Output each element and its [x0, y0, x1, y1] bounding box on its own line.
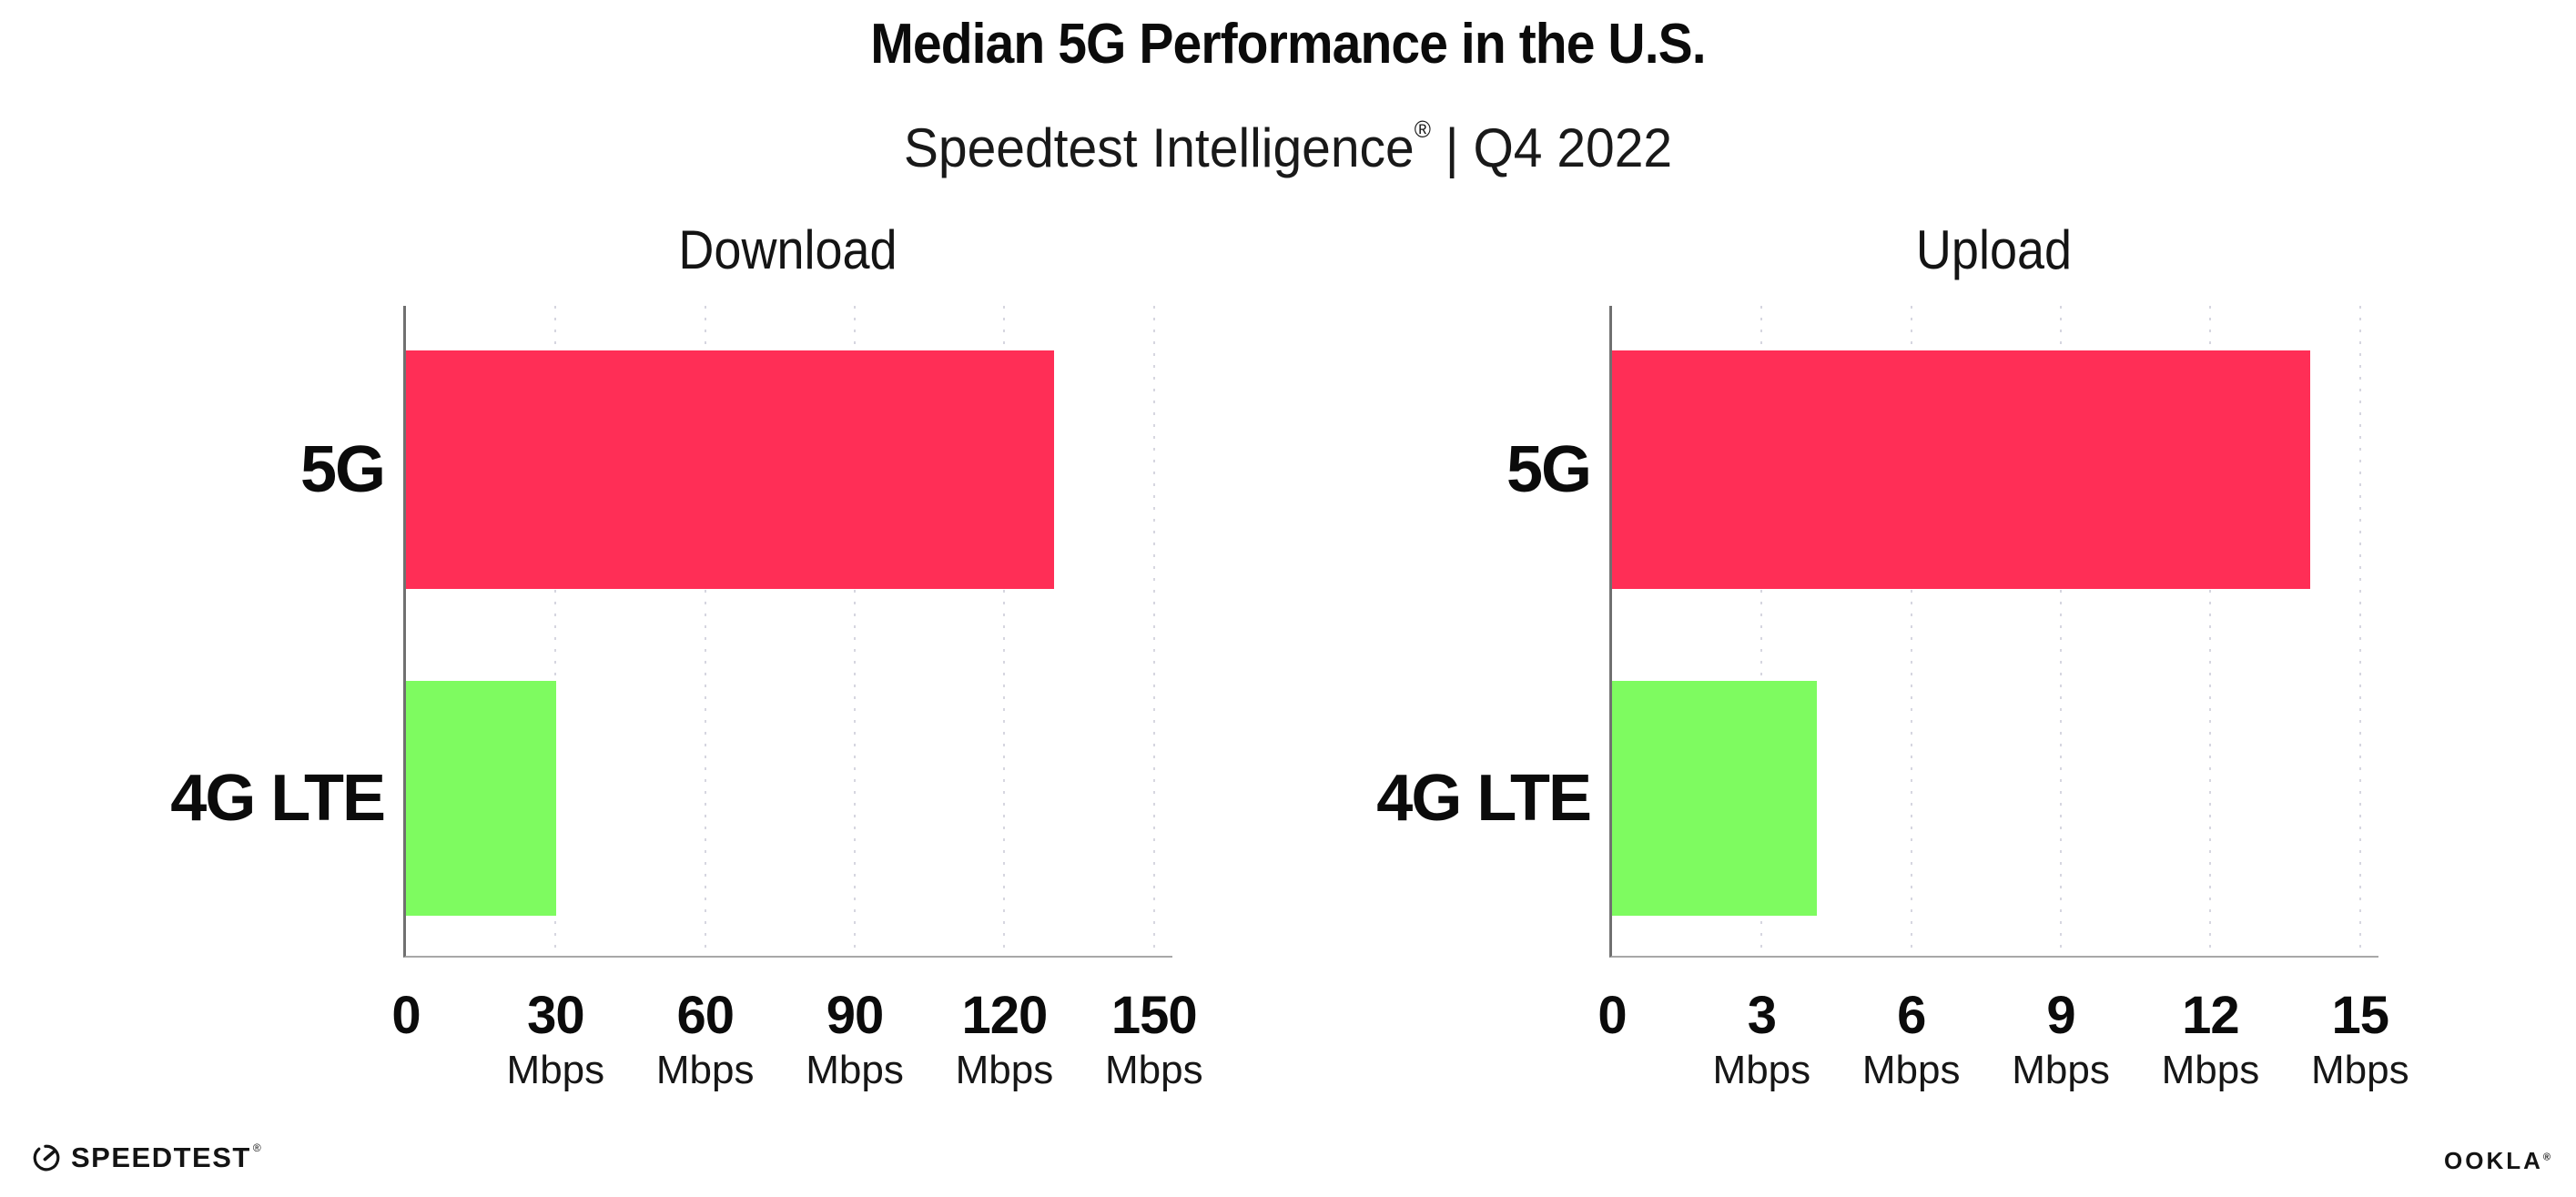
x-tick-unit: Mbps: [506, 1048, 605, 1092]
subtitle-quarter: | Q4 2022: [1430, 117, 1673, 178]
download-chart: Download 0 30 Mbps 60 Mbps 90 Mbps 120 Mbps 150 Mb…: [170, 218, 1203, 1092]
x-tick-unit: Mbps: [1712, 1048, 1811, 1092]
x-tick-value: 120: [961, 986, 1049, 1045]
x-tick-value: 9: [2046, 986, 2075, 1045]
x-tick-unit: Mbps: [655, 1048, 755, 1092]
ookla-wordmark: OOKLA: [2444, 1147, 2543, 1174]
ookla-logo: OOKLA®: [2444, 1147, 2551, 1175]
x-tick-value: 90: [826, 986, 885, 1045]
gridline-150-mbps: [1152, 306, 1155, 956]
x-tick-value: 0: [1597, 986, 1627, 1045]
x-tick-3-upload: 3 Mbps: [1713, 989, 1811, 1092]
x-tick-unit: Mbps: [2012, 1048, 2110, 1092]
category-label-4g-lte-upload: 4G LTE: [1376, 762, 1592, 835]
x-tick-150-download: 150 Mbps: [1105, 989, 1203, 1092]
gridline-90-mbps: [854, 306, 857, 956]
x-tick-6-upload: 6 Mbps: [1862, 989, 1961, 1092]
gridline-3-mbps: [1760, 306, 1763, 956]
speedtest-registered-mark: ®: [252, 1141, 261, 1154]
x-tick-unit: Mbps: [2310, 1048, 2409, 1092]
bar-4g-lte-download: [406, 681, 557, 916]
speedtest-logo: SPEEDTEST ®: [31, 1141, 261, 1174]
speedtest-gauge-icon: [33, 1144, 60, 1172]
x-tick-unit: Mbps: [1861, 1048, 1961, 1092]
gridline-12-mbps: [2209, 306, 2212, 956]
category-label-5g-upload: 5G: [1506, 433, 1592, 506]
page-title: Median 5G Performance in the U.S.: [870, 13, 1706, 76]
gridline-15-mbps: [2358, 306, 2361, 956]
x-tick-value: 15: [2331, 986, 2390, 1045]
gridline-60-mbps: [704, 306, 706, 956]
upload-chart: Upload 0 3 Mbps 6 Mbps 9 Mbps 12 Mbps 15 Mbps 5G 4G …: [1376, 218, 2409, 1092]
x-tick-30-download: 30 Mbps: [507, 989, 605, 1092]
bar-5g-upload: [1612, 350, 2310, 589]
bar-5g-download: [406, 350, 1055, 589]
download-chart-title: Download: [678, 219, 898, 280]
x-tick-value: 0: [391, 986, 421, 1045]
x-tick-0-upload: 0: [1597, 986, 1627, 1045]
x-tick-value: 60: [676, 986, 735, 1045]
x-tick-unit: Mbps: [2161, 1048, 2260, 1092]
page-subtitle: Speedtest Intelligence® | Q4 2022: [65, 96, 2512, 181]
x-tick-unit: Mbps: [1104, 1048, 1203, 1092]
gridline-120-mbps: [1003, 306, 1006, 956]
x-tick-60-download: 60 Mbps: [656, 989, 755, 1092]
x-tick-value: 12: [2182, 986, 2240, 1045]
x-tick-90-download: 90 Mbps: [806, 989, 904, 1092]
x-tick-15-upload: 15 Mbps: [2311, 989, 2409, 1092]
x-tick-value: 6: [1897, 986, 1926, 1045]
download-plot-area: 0 30 Mbps 60 Mbps 90 Mbps 120 Mbps 150 Mbps 5G 4G LT…: [170, 306, 1203, 1092]
x-tick-9-upload: 9 Mbps: [2012, 989, 2110, 1092]
x-tick-value: 3: [1747, 986, 1777, 1045]
ookla-registered-mark: ®: [2542, 1151, 2551, 1163]
registered-trademark-symbol: ®: [1414, 116, 1431, 143]
category-label-4g-lte-download: 4G LTE: [170, 762, 386, 835]
gridline-6-mbps: [1910, 306, 1912, 956]
upload-plot-area: 0 3 Mbps 6 Mbps 9 Mbps 12 Mbps 15 Mbps 5G 4G LTE: [1376, 306, 2409, 1092]
x-tick-value: 30: [527, 986, 585, 1045]
x-tick-unit: Mbps: [806, 1048, 904, 1092]
x-tick-value: 150: [1111, 986, 1198, 1045]
upload-chart-title: Upload: [1915, 219, 2073, 280]
x-tick-unit: Mbps: [955, 1048, 1054, 1092]
x-tick-12-upload: 12 Mbps: [2162, 989, 2260, 1092]
x-tick-0-download: 0: [391, 986, 421, 1045]
speedtest-wordmark: SPEEDTEST: [71, 1141, 251, 1173]
gridline-30-mbps: [554, 306, 557, 956]
category-label-5g-download: 5G: [299, 433, 386, 506]
x-tick-120-download: 120 Mbps: [956, 989, 1054, 1092]
subtitle-brand: Speedtest Intelligence: [903, 117, 1415, 178]
gridline-9-mbps: [2060, 306, 2063, 956]
bar-4g-lte-upload: [1612, 681, 1817, 916]
